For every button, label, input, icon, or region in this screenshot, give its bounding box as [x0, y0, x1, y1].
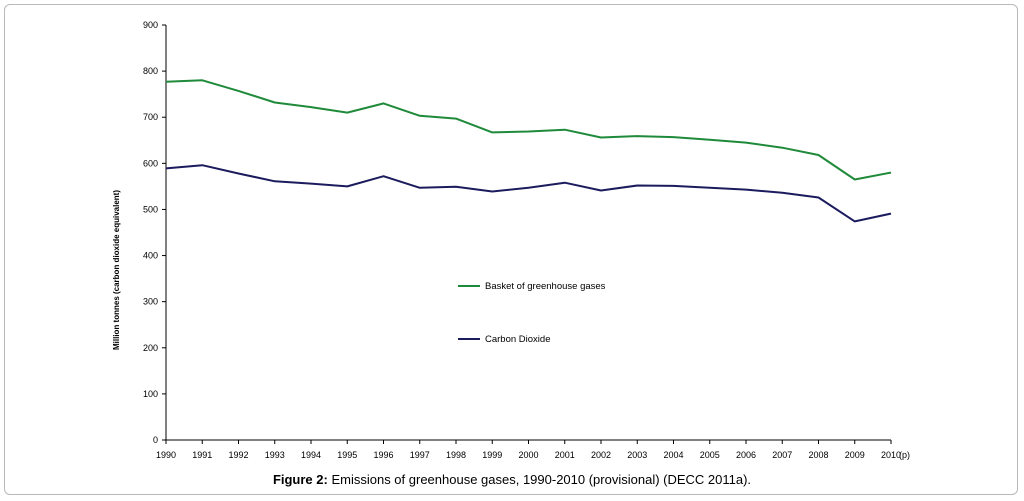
legend: Basket of greenhouse gases Carbon Dioxide	[458, 281, 606, 345]
x-tick-label: 2002	[591, 450, 611, 460]
x-tick-label: 2003	[627, 450, 647, 460]
x-tick-label: 2001	[555, 450, 575, 460]
series-line	[165, 164, 892, 223]
legend-label: Basket of greenhouse gases	[485, 281, 606, 292]
x-tick-label: 1996	[373, 450, 393, 460]
x-tick-suffix: (p)	[899, 450, 910, 460]
x-tick-label: 1997	[410, 450, 430, 460]
y-tick-label: 400	[143, 251, 158, 261]
y-tick-label: 500	[143, 204, 158, 214]
legend-label: Carbon Dioxide	[485, 334, 550, 345]
x-tick-label: 2007	[772, 450, 792, 460]
x-tick-label: 1993	[265, 450, 285, 460]
caption-label: Figure 2:	[272, 472, 328, 487]
x-tick-label: 1995	[337, 450, 357, 460]
axes: 0 100 200 300 400 500 600 700 800 900 1990 1991 1992…	[143, 20, 910, 460]
y-tick-label: 900	[143, 20, 158, 30]
caption-text: Emissions of greenhouse gases, 1990-2010…	[327, 472, 752, 487]
x-tick-label: 2010	[881, 450, 901, 460]
x-tick-label: 1998	[446, 450, 466, 460]
x-tick-label: 2008	[808, 450, 828, 460]
figure-caption: Figure 2: Emissions of greenhouse gases,…	[0, 472, 1024, 487]
x-tick-label: 2005	[700, 450, 720, 460]
x-tick-label: 1991	[192, 450, 212, 460]
x-tick-label: 1992	[228, 450, 248, 460]
x-tick-label: 2004	[663, 450, 683, 460]
y-axis-label: Million tonnes (carbon dioxide equivalen…	[112, 190, 121, 350]
x-tick-label: 1999	[482, 450, 502, 460]
line-chart: Million tonnes (carbon dioxide equivalen…	[112, 20, 910, 460]
x-tick-label: 1990	[156, 450, 176, 460]
y-tick-label: 300	[143, 297, 158, 307]
figure-frame	[4, 4, 1018, 495]
x-tick-label: 2009	[845, 450, 865, 460]
y-tick-label: 0	[153, 435, 158, 445]
y-tick-label: 200	[143, 343, 158, 353]
series-line	[165, 79, 892, 181]
y-tick-label: 600	[143, 158, 158, 168]
y-tick-label: 100	[143, 389, 158, 399]
y-tick-label: 800	[143, 66, 158, 76]
x-tick-label: 2000	[518, 450, 538, 460]
x-tick-label: 2006	[736, 450, 756, 460]
x-tick-label: 1994	[301, 450, 321, 460]
y-tick-label: 700	[143, 112, 158, 122]
series-lines	[165, 79, 892, 223]
